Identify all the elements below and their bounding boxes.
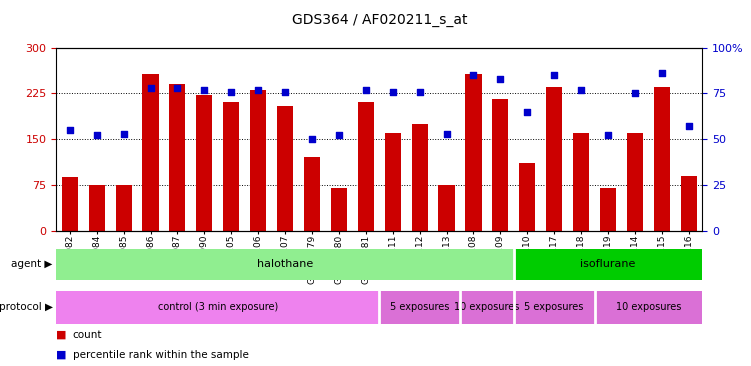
Text: 5 exposures: 5 exposures	[524, 302, 584, 313]
Bar	[277, 105, 293, 231]
Bar	[379, 291, 460, 324]
Bar	[519, 164, 535, 231]
Text: count: count	[73, 330, 102, 340]
Point	[387, 89, 399, 94]
Text: halothane: halothane	[257, 259, 313, 269]
Point	[198, 87, 210, 93]
Point	[575, 87, 587, 93]
Point	[64, 127, 76, 133]
Bar	[514, 291, 595, 324]
Point	[656, 70, 668, 76]
Text: agent ▶: agent ▶	[11, 259, 53, 269]
Bar	[223, 102, 240, 231]
Bar	[653, 87, 670, 231]
Bar	[514, 249, 702, 280]
Bar	[412, 124, 428, 231]
Bar	[573, 133, 589, 231]
Point	[91, 132, 103, 138]
Text: 5 exposures: 5 exposures	[390, 302, 449, 313]
Point	[494, 76, 506, 82]
Point	[171, 85, 183, 91]
Point	[548, 72, 560, 78]
Point	[225, 89, 237, 94]
Text: percentile rank within the sample: percentile rank within the sample	[73, 350, 249, 360]
Point	[467, 72, 479, 78]
Point	[441, 131, 453, 137]
Bar	[680, 176, 697, 231]
Point	[602, 132, 614, 138]
Bar	[62, 177, 78, 231]
Point	[414, 89, 426, 94]
Bar	[600, 188, 616, 231]
Bar	[357, 102, 374, 231]
Point	[118, 131, 130, 137]
Bar	[143, 74, 158, 231]
Bar	[385, 133, 401, 231]
Point	[252, 87, 264, 93]
Point	[333, 132, 345, 138]
Bar	[460, 291, 514, 324]
Bar	[546, 87, 562, 231]
Bar	[250, 90, 266, 231]
Text: protocol ▶: protocol ▶	[0, 302, 53, 313]
Bar	[466, 74, 481, 231]
Point	[683, 123, 695, 129]
Bar	[89, 185, 105, 231]
Bar	[170, 84, 185, 231]
Text: 10 exposures: 10 exposures	[616, 302, 681, 313]
Text: ■: ■	[56, 330, 67, 340]
Bar	[627, 133, 643, 231]
Point	[360, 87, 372, 93]
Bar	[116, 185, 131, 231]
Point	[306, 136, 318, 142]
Point	[521, 109, 533, 115]
Text: isoflurane: isoflurane	[581, 259, 635, 269]
Bar	[330, 188, 347, 231]
Point	[144, 85, 156, 91]
Text: control (3 min exposure): control (3 min exposure)	[158, 302, 278, 313]
Bar	[196, 95, 213, 231]
Text: GDS364 / AF020211_s_at: GDS364 / AF020211_s_at	[291, 14, 467, 27]
Point	[279, 89, 291, 94]
Text: ■: ■	[56, 350, 67, 360]
Bar	[304, 157, 320, 231]
Bar	[493, 100, 508, 231]
Bar	[439, 185, 454, 231]
Point	[629, 90, 641, 96]
Bar	[595, 291, 702, 324]
Bar	[56, 249, 514, 280]
Text: 10 exposures: 10 exposures	[454, 302, 520, 313]
Bar	[56, 291, 379, 324]
